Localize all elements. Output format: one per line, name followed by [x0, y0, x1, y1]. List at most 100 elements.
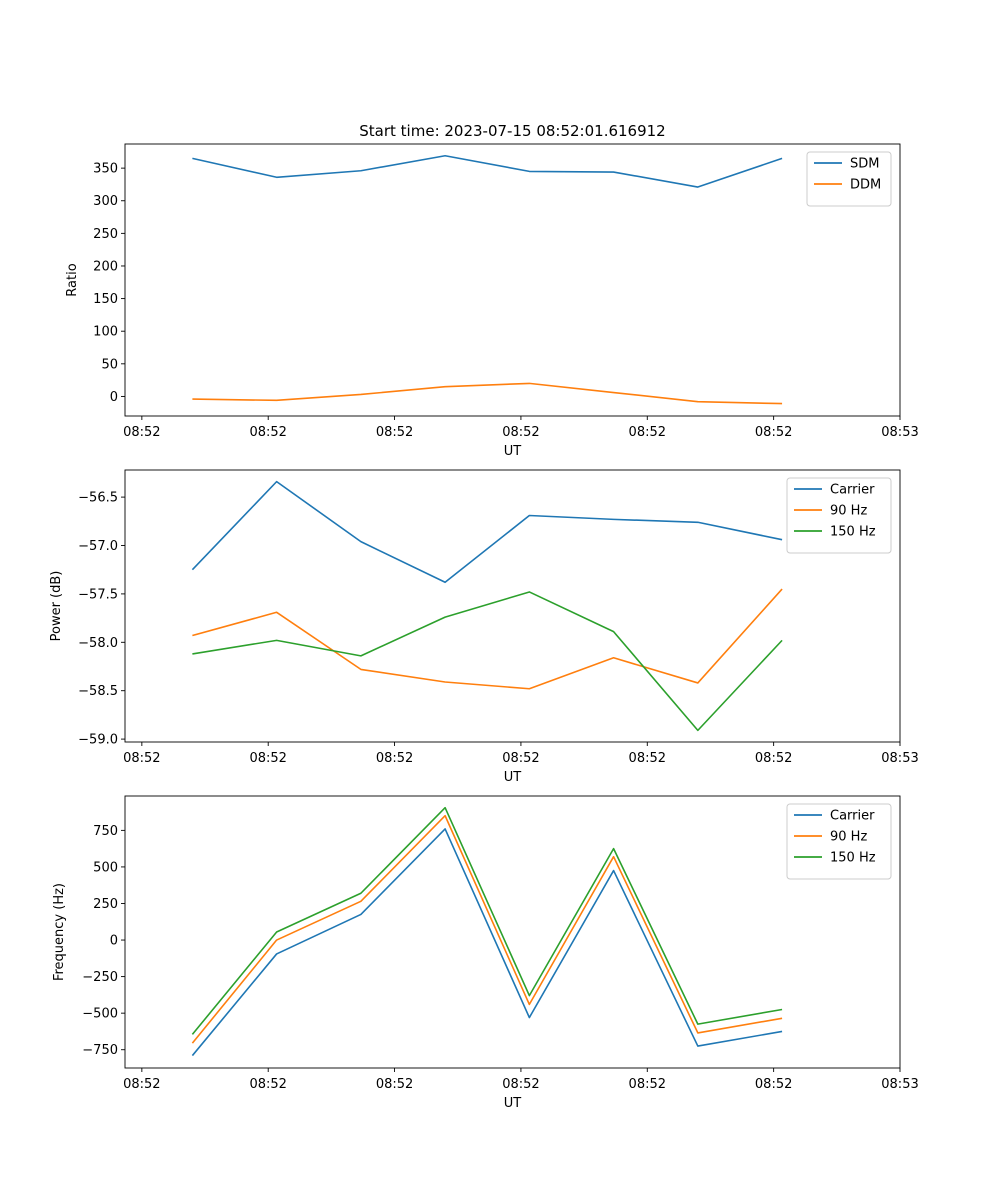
y-tick-label: 100 [93, 325, 118, 340]
y-axis-label: Power (dB) [49, 571, 64, 642]
x-tick-label: 08:52 [502, 1077, 539, 1092]
x-tick-label: 08:52 [502, 425, 539, 440]
axes-frame [124, 143, 901, 417]
legend-label: Carrier [830, 483, 875, 498]
data-point [612, 847, 614, 849]
data-point [697, 1045, 699, 1047]
data-point [528, 688, 530, 690]
legend-box [786, 803, 892, 880]
data-point [444, 828, 446, 830]
legend-box [786, 477, 892, 554]
x-tick-label: 08:52 [249, 751, 286, 766]
y-tick-label: 250 [93, 897, 118, 912]
data-point [191, 157, 193, 159]
x-axis-label: UT [504, 1096, 522, 1111]
data-point [191, 634, 193, 636]
data-point [444, 385, 446, 387]
legend: Carrier 90 Hz 150 Hz [786, 477, 892, 554]
y-tick-label: 150 [93, 292, 118, 307]
series-line-carrier [191, 828, 783, 1057]
data-point [275, 639, 277, 641]
data-point [191, 398, 193, 400]
x-tick-label: 08:52 [629, 425, 666, 440]
data-point [781, 1008, 783, 1010]
data-point [275, 931, 277, 933]
y-tick-label: −57.5 [78, 587, 118, 602]
data-point [697, 186, 699, 188]
series-line-ddm [192, 382, 783, 405]
data-point [528, 1016, 530, 1018]
data-point [444, 807, 446, 809]
legend: SDM DDM [806, 151, 892, 207]
data-point [275, 399, 277, 401]
data-point [781, 402, 783, 404]
data-point [528, 591, 530, 593]
data-point [697, 1032, 699, 1034]
data-point [444, 815, 446, 817]
data-point [528, 514, 530, 516]
y-tick-label: −250 [82, 970, 118, 985]
data-point [444, 581, 446, 583]
data-point [781, 538, 783, 540]
data-point [781, 1030, 783, 1032]
data-point [191, 653, 193, 655]
y-tick-label: −500 [82, 1007, 118, 1022]
y-tick-label: −58.0 [78, 636, 118, 651]
axes-frame [124, 795, 901, 1069]
y-tick-label: 300 [93, 194, 118, 209]
data-point [612, 391, 614, 393]
legend: Carrier 90 Hz 150 Hz [786, 803, 892, 880]
x-tick-label: 08:52 [249, 1077, 286, 1092]
y-tick-label: 250 [93, 227, 118, 242]
x-tick-label: 08:52 [629, 751, 666, 766]
data-point [781, 639, 783, 641]
data-point [360, 668, 362, 670]
x-tick-label: 08:53 [881, 1077, 918, 1092]
legend-label: Carrier [830, 809, 875, 824]
y-tick-label: 200 [93, 259, 118, 274]
y-tick-label: −56.5 [78, 491, 118, 506]
y-tick-label: 50 [101, 357, 118, 372]
data-point [528, 170, 530, 172]
data-point [444, 616, 446, 618]
x-tick-label: 08:52 [629, 1077, 666, 1092]
y-tick-label: 0 [110, 390, 118, 405]
y-tick-label: 500 [93, 860, 118, 875]
series-line-150-hz [192, 591, 783, 732]
x-tick-label: 08:52 [123, 751, 160, 766]
data-point [528, 382, 530, 384]
legend-label: 150 Hz [830, 525, 876, 540]
power-panel: 08:52 08:52 08:52 08:52 08:52 08:52 08:53 −59.0… [49, 469, 919, 785]
legend-label: 90 Hz [830, 504, 867, 519]
y-tick-label: −59.0 [78, 733, 118, 748]
x-tick-label: 08:52 [755, 751, 792, 766]
y-axis-label: Ratio [65, 263, 80, 296]
x-tick-label: 08:52 [123, 425, 160, 440]
data-point [275, 611, 277, 613]
y-tick-label: 750 [93, 824, 118, 839]
data-point [697, 1023, 699, 1025]
x-axis-label: UT [504, 770, 522, 785]
data-point [360, 170, 362, 172]
data-point [781, 588, 783, 590]
data-point [781, 1017, 783, 1019]
series-line-sdm [192, 154, 783, 188]
data-point [360, 540, 362, 542]
data-point [275, 176, 277, 178]
legend-label: 150 Hz [830, 851, 876, 866]
legend-label: DDM [850, 178, 881, 193]
data-point [191, 569, 193, 571]
x-tick-label: 08:52 [376, 751, 413, 766]
x-tick-label: 08:52 [376, 1077, 413, 1092]
frequency-panel: 08:52 08:52 08:52 08:52 08:52 08:52 08:53 −750 −… [52, 795, 919, 1111]
y-tick-label: 350 [93, 162, 118, 177]
data-point [697, 682, 699, 684]
x-tick-label: 08:52 [123, 1077, 160, 1092]
data-point [444, 681, 446, 683]
data-point [360, 892, 362, 894]
x-axis-label: UT [504, 444, 522, 459]
x-tick-label: 08:52 [755, 1077, 792, 1092]
data-point [191, 1033, 193, 1035]
series-line-90-hz [192, 588, 783, 690]
